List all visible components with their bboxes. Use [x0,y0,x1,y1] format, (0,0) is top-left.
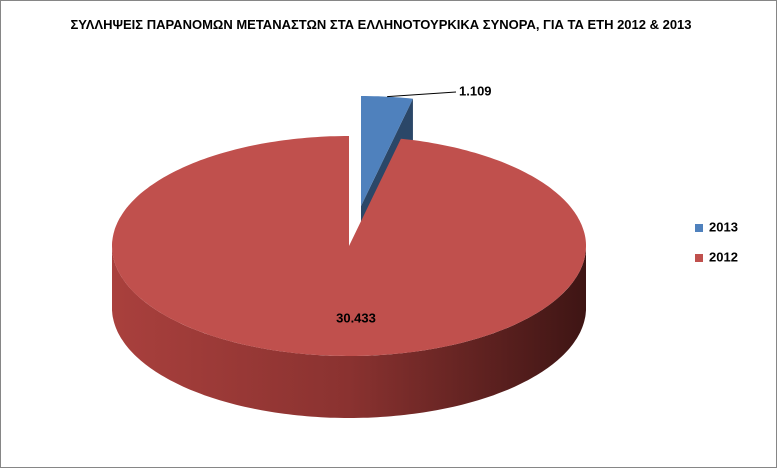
legend-label: 2013 [709,219,738,234]
chart-title: ΣΥΛΛΗΨΕΙΣ ΠΑΡΑΝΟΜΩΝ ΜΕΤΑΝΑΣΤΩΝ ΣΤΑ ΕΛΛΗΝ… [70,17,692,32]
slice-side [112,246,586,418]
data-label: 1.109 [459,83,492,98]
slice [112,136,586,356]
legend-label: 2012 [709,249,738,264]
slice [361,96,413,206]
legend-swatch [695,254,703,262]
legend-swatch [695,224,703,232]
leader-line [387,91,457,98]
data-label: 30.433 [336,310,376,325]
